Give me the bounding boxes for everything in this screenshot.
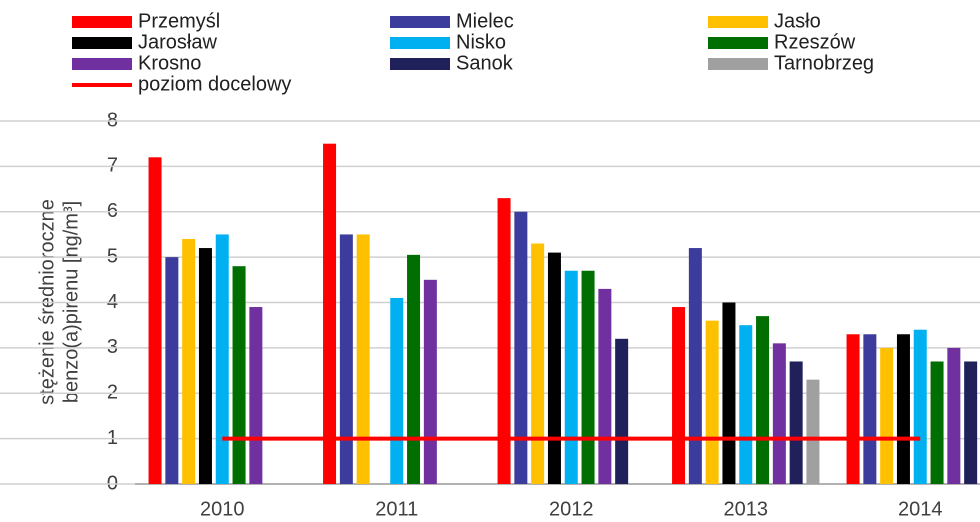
legend-label: Przemyśl (138, 10, 220, 32)
legend-swatch (708, 16, 768, 28)
bar (148, 157, 162, 485)
bar (581, 270, 595, 484)
bar (863, 334, 877, 484)
bar (407, 254, 421, 484)
legend: Przemyśl Mielec Jasło Jarosław Nisko Rzeszów K… (72, 10, 874, 95)
legend-label: Rzeszów (774, 31, 856, 53)
bar (947, 347, 961, 484)
legend-label: Jarosław (138, 31, 217, 53)
bar (390, 297, 404, 484)
bar (705, 320, 719, 484)
bar (615, 338, 629, 484)
bar (564, 270, 578, 484)
bar (423, 279, 437, 484)
legend-swatch (390, 58, 450, 70)
legend-swatch (72, 37, 132, 49)
legend-label: Jasło (774, 10, 821, 32)
bar (806, 379, 820, 484)
bar (896, 334, 910, 484)
legend-label: Krosno (138, 52, 201, 74)
legend-swatch (72, 58, 132, 70)
legend-swatch (390, 16, 450, 28)
bar (880, 347, 894, 484)
bar (756, 316, 770, 484)
bar (772, 343, 786, 484)
bar (249, 307, 263, 484)
bar (323, 143, 337, 484)
legend-swatch (708, 58, 768, 70)
legend-swatch (390, 37, 450, 49)
bar (215, 234, 229, 484)
legend-label: poziom docelowy (138, 73, 291, 95)
bar (182, 238, 196, 484)
legend-swatch (708, 37, 768, 49)
bar (497, 198, 511, 484)
bar (789, 361, 803, 484)
bar (688, 248, 702, 484)
x-tick-label: 2010 (200, 498, 245, 520)
bar (198, 248, 212, 484)
bar (232, 266, 246, 484)
bar (930, 361, 944, 484)
bar (722, 302, 736, 484)
bar (531, 243, 545, 484)
bar (598, 288, 612, 484)
bar (547, 252, 561, 484)
x-tick-label: 2012 (549, 498, 594, 520)
legend-label: Sanok (456, 52, 514, 74)
legend-label: Mielec (456, 10, 514, 32)
legend-label: Nisko (456, 31, 506, 53)
x-tick-label: 2014 (898, 498, 943, 520)
bar (514, 211, 528, 484)
bar (846, 334, 860, 484)
bar (964, 361, 978, 484)
x-tick-label: 2011 (375, 498, 418, 520)
bar (913, 329, 927, 484)
legend-label: Tarnobrzeg (774, 52, 874, 74)
bar (165, 257, 179, 484)
x-tick-label: 2013 (724, 498, 769, 520)
legend-swatch (72, 16, 132, 28)
bar (672, 307, 686, 484)
bar (339, 234, 353, 484)
bar (739, 325, 753, 484)
bar (356, 234, 370, 484)
